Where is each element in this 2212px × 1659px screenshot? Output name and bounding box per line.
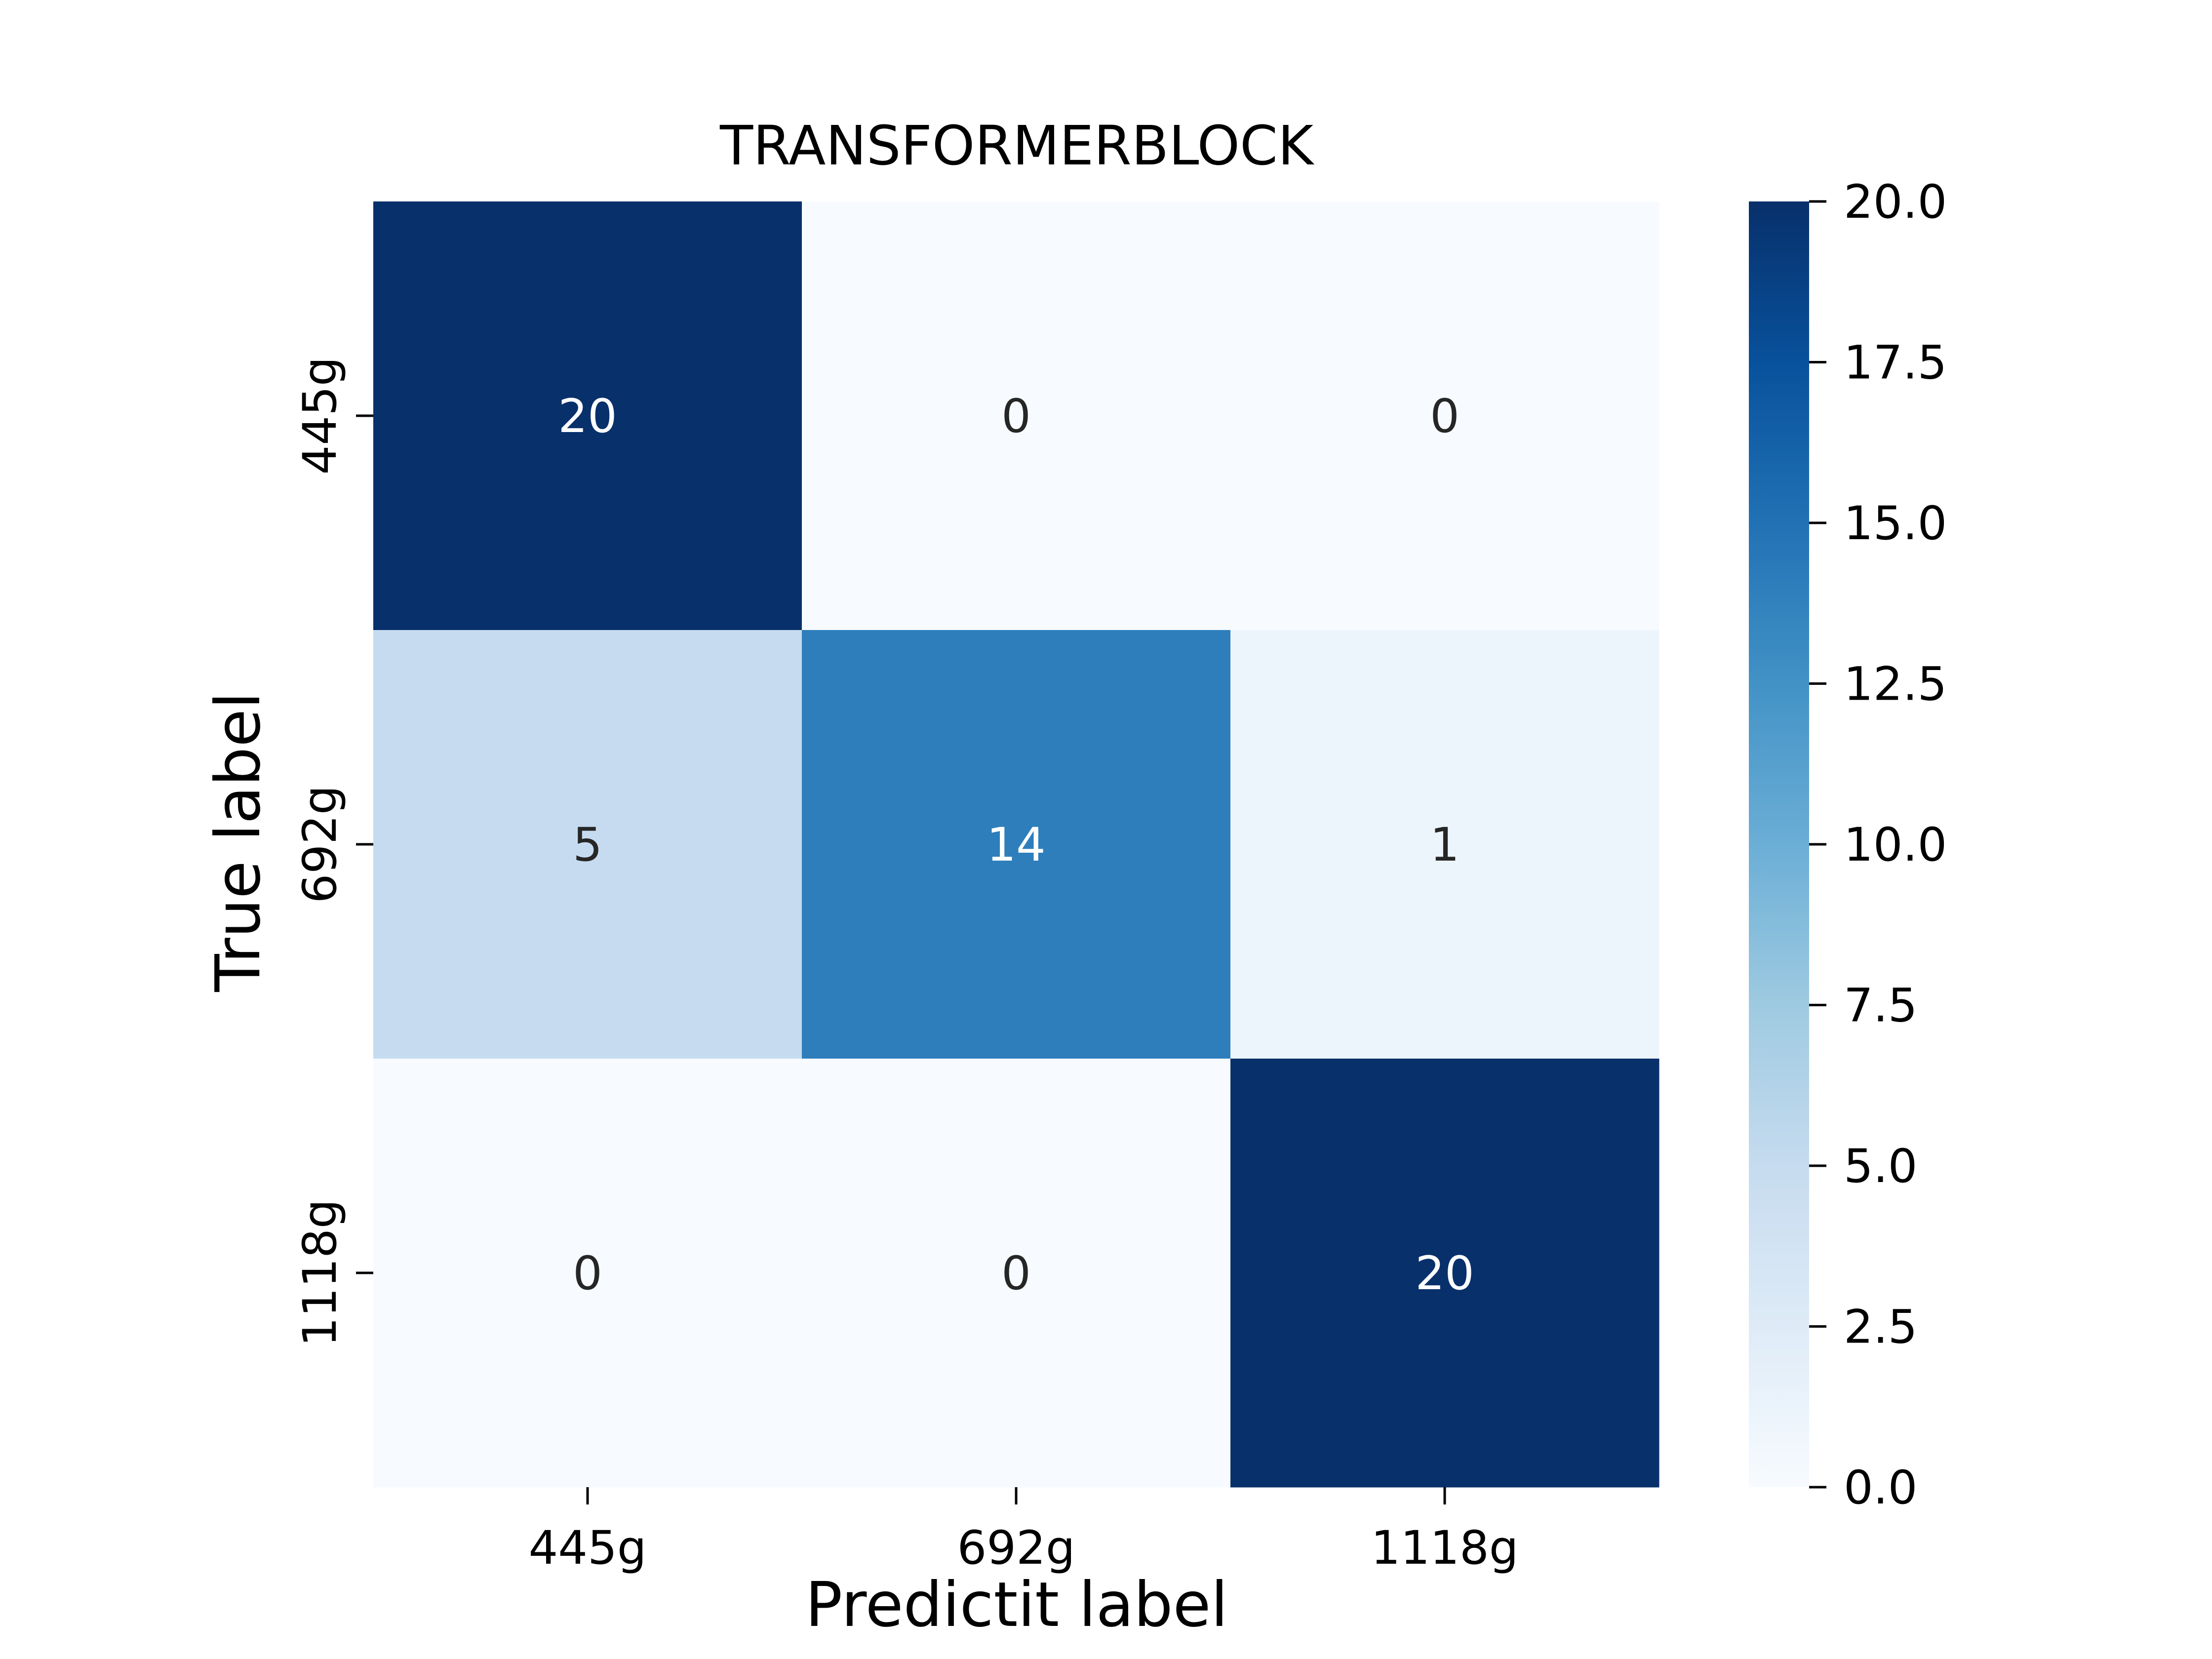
- heatmap-cell: [802, 201, 1231, 631]
- heatmap-cell: [373, 201, 802, 631]
- x-tick-label: 1118g: [1371, 1521, 1519, 1575]
- y-tick-label: 445g: [293, 356, 347, 474]
- heatmap-cell: [802, 1059, 1231, 1488]
- colorbar-tick-label: 17.5: [1844, 336, 1947, 390]
- cell-value-label: 20: [558, 390, 617, 443]
- chart-title: TRANSFORMERBLOCK: [719, 114, 1315, 177]
- heatmap-cell: [373, 630, 802, 1059]
- heatmap-cell: [373, 1059, 802, 1488]
- y-axis: 445g 692g 1118g: [293, 356, 373, 1346]
- heatmap-cell: [1230, 1059, 1659, 1488]
- x-axis: 445g 692g 1118g: [528, 1487, 1518, 1575]
- x-tick-label: 445g: [528, 1521, 646, 1575]
- y-tick-label: 692g: [293, 785, 347, 903]
- colorbar-tick-label: 2.5: [1844, 1301, 1918, 1354]
- colorbar-tick-label: 10.0: [1844, 818, 1947, 872]
- cell-value-label: 14: [987, 818, 1046, 872]
- heatmap-cell: [1230, 201, 1659, 631]
- y-axis-label: True label: [202, 692, 274, 992]
- cell-value-label: 5: [573, 818, 602, 872]
- y-tick-label: 1118g: [293, 1199, 347, 1347]
- x-tick-label: 692g: [957, 1521, 1075, 1575]
- cell-value-label: 1: [1430, 818, 1460, 872]
- colorbar-ticks: 0.0 2.5 5.0 7.5 10.0 12.5 15.0 17.5 20.0: [1809, 175, 1947, 1515]
- cell-value-label: 0: [1001, 390, 1031, 443]
- cell-value-label: 0: [1430, 390, 1460, 443]
- colorbar-tick-label: 12.5: [1844, 658, 1947, 711]
- heatmap-cells: [373, 201, 1659, 1488]
- colorbar: [1749, 201, 1809, 1487]
- colorbar-tick-label: 15.0: [1844, 497, 1947, 551]
- colorbar-tick-label: 7.5: [1844, 979, 1918, 1033]
- heatmap-cell: [1230, 630, 1659, 1059]
- colorbar-tick-label: 5.0: [1844, 1140, 1918, 1193]
- heatmap-cell-labels: 20 0 0 5 14 1 0 0 20: [558, 390, 1474, 1301]
- cell-value-label: 20: [1415, 1247, 1474, 1301]
- colorbar-tick-label: 20.0: [1844, 175, 1947, 229]
- x-axis-label: Predictit label: [805, 1569, 1228, 1641]
- cell-value-label: 0: [1001, 1247, 1031, 1301]
- heatmap-cell: [802, 630, 1231, 1059]
- cell-value-label: 0: [573, 1247, 602, 1301]
- colorbar-tick-label: 0.0: [1844, 1461, 1918, 1515]
